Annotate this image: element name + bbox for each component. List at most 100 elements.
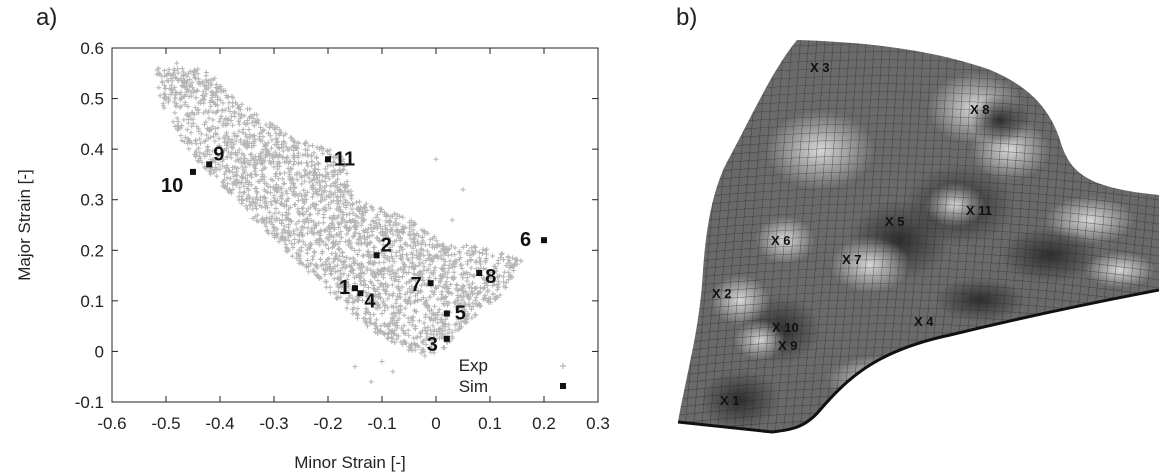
exp-point xyxy=(276,145,282,151)
exp-point xyxy=(382,223,388,229)
exp-point xyxy=(329,233,335,239)
exp-point xyxy=(259,161,265,167)
exp-point xyxy=(245,160,251,166)
exp-point xyxy=(423,257,429,263)
exp-point xyxy=(360,234,366,240)
exp-point xyxy=(366,297,372,303)
exp-point xyxy=(375,212,381,218)
exp-point xyxy=(298,160,304,166)
exp-point xyxy=(431,332,437,338)
exp-point xyxy=(236,118,242,124)
exp-point xyxy=(241,190,247,196)
exp-point xyxy=(307,245,313,251)
exp-point xyxy=(364,323,370,329)
exp-point xyxy=(256,154,262,160)
exp-point xyxy=(268,145,274,151)
exp-point xyxy=(206,115,212,121)
exp-point xyxy=(177,105,183,111)
exp-point xyxy=(325,163,331,169)
exp-point xyxy=(237,137,243,143)
exp-point xyxy=(458,271,464,277)
exp-point xyxy=(359,261,365,267)
exp-point xyxy=(216,142,222,148)
exp-point xyxy=(316,161,322,167)
exp-point xyxy=(218,113,224,119)
exp-point xyxy=(217,143,223,149)
exp-point xyxy=(406,264,412,270)
exp-point xyxy=(427,237,433,243)
exp-point xyxy=(409,348,415,354)
exp-point xyxy=(427,262,433,268)
exp-point xyxy=(361,278,367,284)
exp-point xyxy=(296,260,302,266)
exp-point xyxy=(196,100,202,106)
exp-point xyxy=(325,202,331,208)
exp-point xyxy=(262,154,268,160)
exp-point xyxy=(239,151,245,157)
exp-point xyxy=(221,148,227,154)
exp-point xyxy=(351,305,357,311)
exp-point xyxy=(217,97,223,103)
exp-point xyxy=(468,265,474,271)
exp-point xyxy=(214,102,220,108)
exp-point xyxy=(214,152,220,158)
exp-point xyxy=(302,151,308,157)
exp-point xyxy=(303,209,309,215)
exp-point xyxy=(252,136,258,142)
exp-point xyxy=(412,347,418,353)
exp-point xyxy=(439,291,445,297)
exp-point xyxy=(331,226,337,232)
exp-point xyxy=(239,101,245,107)
exp-point xyxy=(295,198,301,204)
exp-point xyxy=(499,250,505,256)
exp-point xyxy=(199,92,205,98)
exp-point xyxy=(385,282,391,288)
exp-point xyxy=(445,289,451,295)
exp-point xyxy=(451,269,457,275)
mesh-line xyxy=(678,40,1159,49)
exp-point xyxy=(413,253,419,259)
exp-point xyxy=(299,174,305,180)
exp-point xyxy=(386,258,392,264)
panel-label-b: b) xyxy=(676,4,698,31)
exp-point xyxy=(248,113,254,119)
exp-point xyxy=(302,173,308,179)
exp-point xyxy=(315,211,321,217)
exp-point xyxy=(321,228,327,234)
exp-point xyxy=(186,94,192,100)
exp-point xyxy=(336,289,342,295)
exp-point xyxy=(404,252,410,258)
exp-point xyxy=(172,85,178,91)
exp-point xyxy=(441,345,447,351)
mesh-marker-label: X 5 xyxy=(885,214,905,229)
exp-point xyxy=(417,260,423,266)
exp-point xyxy=(374,235,380,241)
mesh-marker-label: X 1 xyxy=(720,393,740,408)
exp-point xyxy=(315,175,321,181)
exp-point xyxy=(315,167,321,173)
exp-point xyxy=(263,189,269,195)
exp-point xyxy=(346,284,352,290)
exp-point xyxy=(341,192,347,198)
exp-point xyxy=(198,131,204,137)
exp-point xyxy=(351,275,357,281)
exp-point xyxy=(483,251,489,257)
exp-point xyxy=(224,162,230,168)
exp-point xyxy=(305,216,311,222)
exp-point xyxy=(405,327,411,333)
exp-point xyxy=(273,185,279,191)
exp-point xyxy=(361,218,367,224)
exp-point xyxy=(181,139,187,145)
exp-point xyxy=(347,256,353,262)
exp-point xyxy=(407,232,413,238)
exp-point xyxy=(308,228,314,234)
exp-point xyxy=(239,193,245,199)
exp-point xyxy=(289,175,295,181)
exp-point xyxy=(257,134,263,140)
exp-point xyxy=(431,336,437,341)
exp-point xyxy=(208,82,214,88)
exp-point xyxy=(251,156,257,162)
exp-point xyxy=(445,253,451,259)
exp-point xyxy=(291,138,297,144)
exp-point xyxy=(388,275,394,281)
